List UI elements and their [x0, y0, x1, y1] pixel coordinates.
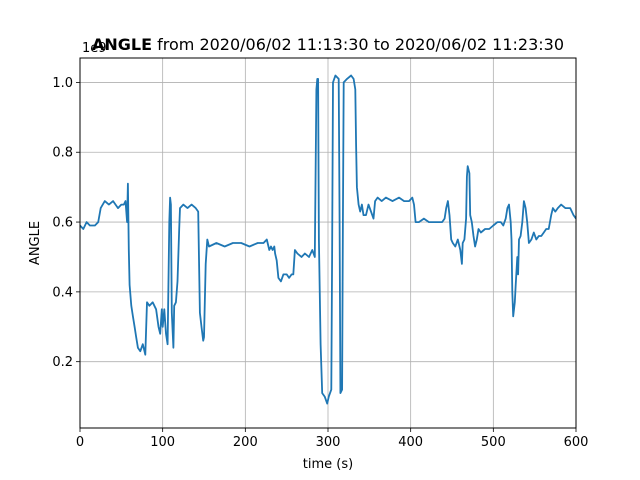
y-axis-ticks: 0.2 0.4 0.6 0.8 1.0	[52, 76, 80, 370]
chart-title-bold: ANGLE	[92, 35, 152, 54]
x-tick-label: 100	[150, 435, 175, 450]
chart-title: ANGLE from 2020/06/02 11:13:30 to 2020/0…	[92, 35, 564, 54]
y-tick-label: 0.2	[52, 355, 73, 370]
y-offset-label: 1e9	[82, 41, 107, 56]
y-tick-label: 0.6	[52, 216, 73, 231]
x-tick-label: 400	[398, 435, 423, 450]
y-tick-label: 0.8	[52, 146, 73, 161]
x-axis-label: time (s)	[303, 457, 353, 472]
grid	[79, 58, 577, 428]
x-tick-label: 200	[233, 435, 258, 450]
y-tick-label: 1.0	[52, 76, 73, 91]
chart-title-rest: from 2020/06/02 11:13:30 to 2020/06/02 1…	[152, 35, 564, 54]
x-tick-label: 300	[316, 435, 341, 450]
x-axis-ticks: 0 100 200 300 400 500 600	[76, 428, 589, 450]
y-axis-label: ANGLE	[28, 221, 43, 265]
x-tick-label: 600	[564, 435, 589, 450]
x-tick-label: 0	[76, 435, 84, 450]
y-tick-label: 0.4	[52, 285, 73, 300]
series-line	[80, 74, 576, 405]
x-tick-label: 500	[481, 435, 506, 450]
series-group	[80, 74, 576, 405]
